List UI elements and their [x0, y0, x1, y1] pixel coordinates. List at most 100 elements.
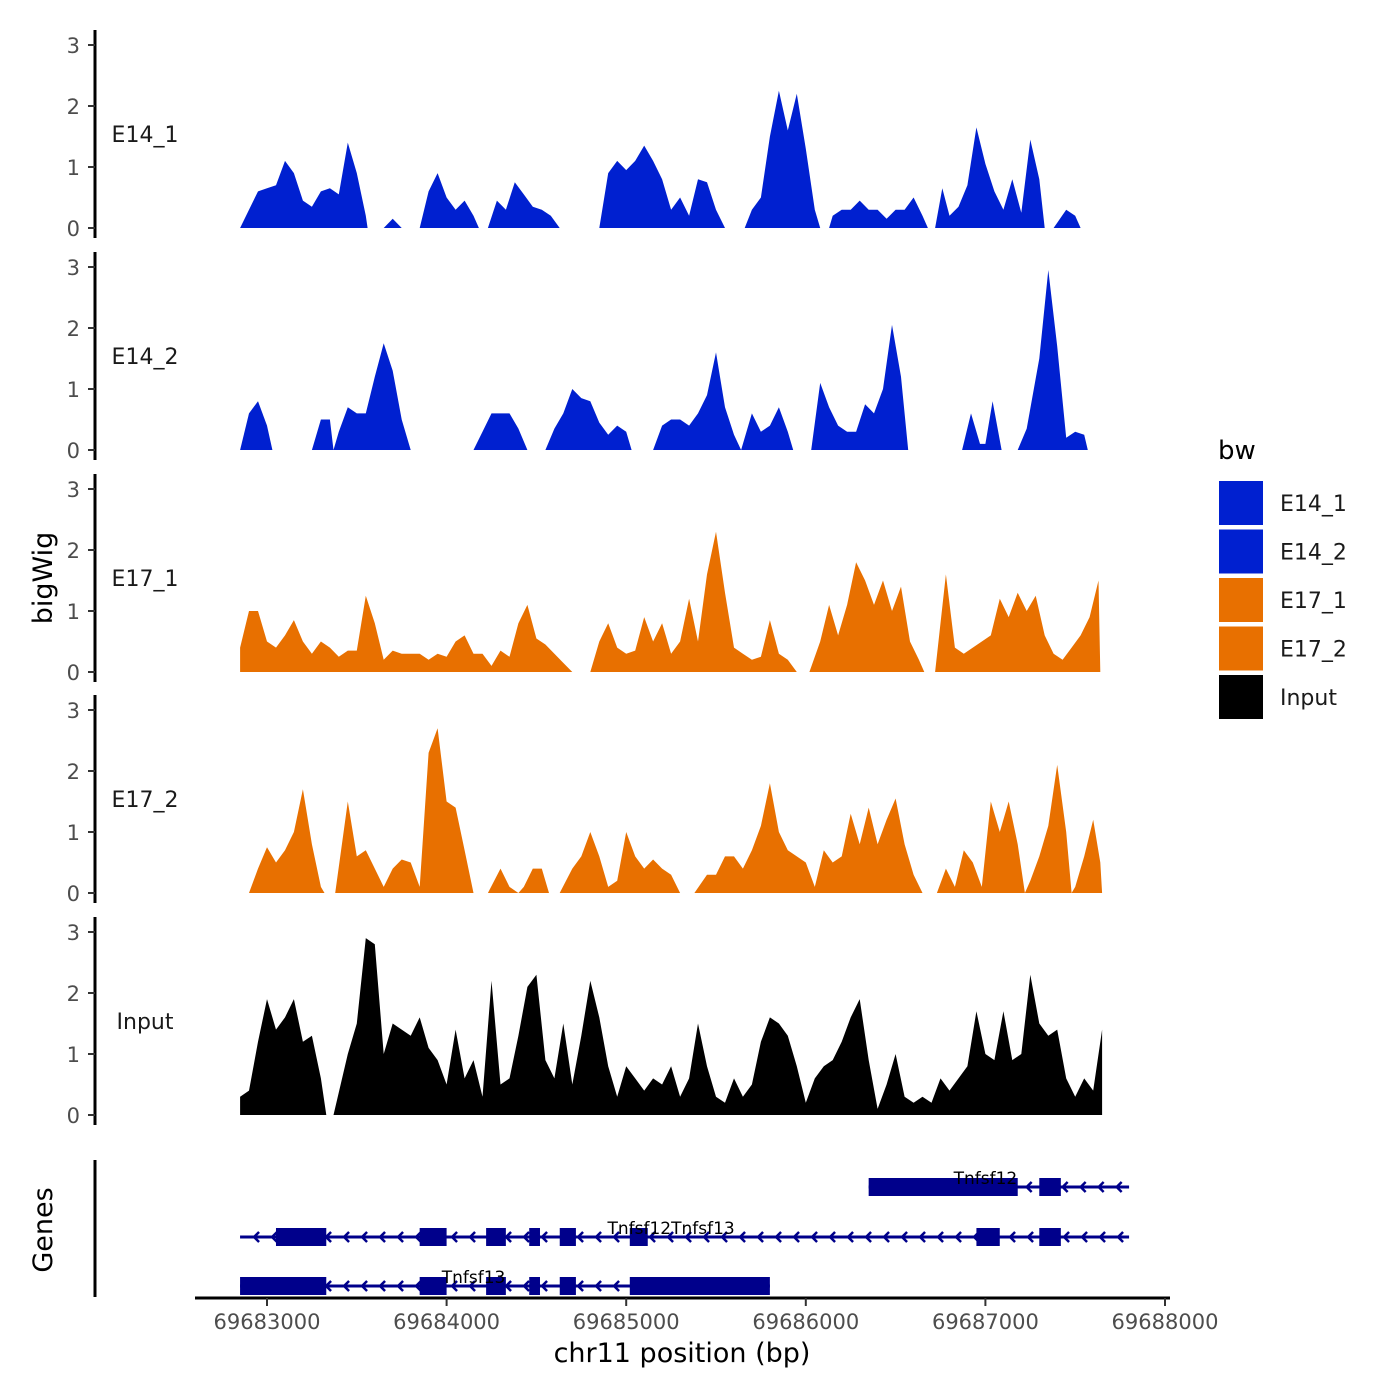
- strand-arrow: [648, 1231, 656, 1243]
- exon-block: [868, 1178, 1018, 1196]
- strand-arrow: [738, 1231, 746, 1243]
- exon-block: [629, 1277, 770, 1295]
- y-tick-label: 1: [67, 821, 80, 845]
- strand-arrow: [342, 1231, 350, 1243]
- coverage-area: [473, 413, 528, 450]
- legend-label: E17_2: [1280, 638, 1347, 663]
- coverage-area: [1017, 270, 1088, 450]
- coverage-area: [599, 145, 725, 228]
- strand-arrow: [900, 1231, 908, 1243]
- strand-arrow: [918, 1231, 926, 1243]
- exon-block: [976, 1228, 1000, 1246]
- coverage-area: [811, 324, 909, 450]
- strand-arrow: [396, 1231, 404, 1243]
- coverage-area: [744, 90, 821, 228]
- strand-arrow: [774, 1231, 782, 1243]
- strand-arrow: [396, 1280, 404, 1292]
- strand-arrow: [468, 1280, 476, 1292]
- legend-entry: E14_2: [1217, 527, 1347, 576]
- coverage-area: [936, 764, 1103, 893]
- y-tick-label: 3: [67, 921, 80, 945]
- exon-block: [1039, 1178, 1061, 1196]
- strand-arrow: [1116, 1231, 1124, 1243]
- legend-swatch: [1217, 576, 1265, 624]
- coverage-area: [1053, 209, 1081, 228]
- legend-entry: E17_2: [1217, 624, 1347, 673]
- strand-arrow: [828, 1231, 836, 1243]
- x-tick-label: 69688000: [1112, 1310, 1219, 1334]
- track-e17-1: 0 1 2 3 E17_1: [67, 474, 1101, 685]
- exon-block: [419, 1228, 447, 1246]
- strand-arrow: [936, 1231, 944, 1243]
- legend: bw E14_1 E14_2 E17_1 E17_2 Input: [1217, 436, 1347, 721]
- coverage-area: [333, 938, 1103, 1115]
- strand-arrow: [792, 1231, 800, 1243]
- legend-entry: Input: [1217, 673, 1337, 721]
- strand-arrow: [864, 1231, 872, 1243]
- y-tick-label: 0: [67, 661, 80, 685]
- exon-block: [240, 1277, 327, 1295]
- y-tick-label: 1: [67, 378, 80, 402]
- coverage-area: [545, 389, 632, 450]
- legend-entry: E14_1: [1217, 479, 1347, 527]
- strand-arrow: [1008, 1231, 1016, 1243]
- strand-arrow: [1024, 1181, 1033, 1193]
- strand-arrow: [1026, 1231, 1034, 1243]
- coverage-area: [249, 789, 325, 893]
- exon-block: [629, 1228, 648, 1246]
- coverage-area: [240, 999, 327, 1115]
- legend-entry: E17_1: [1217, 576, 1347, 624]
- exon-block: [559, 1228, 576, 1246]
- strand-arrow: [684, 1231, 692, 1243]
- legend-label: E14_1: [1280, 492, 1347, 517]
- exon-block: [275, 1228, 327, 1246]
- track-label: E14_1: [112, 123, 179, 148]
- gene-tnfsf12: Tnfsf12: [868, 1169, 1130, 1196]
- y-tick-label: 3: [67, 699, 80, 723]
- y-tick-label: 3: [67, 256, 80, 280]
- strand-arrow: [1078, 1181, 1087, 1193]
- legend-swatch: [1217, 624, 1265, 673]
- coverage-area: [240, 142, 368, 228]
- exon-block: [529, 1277, 540, 1295]
- strand-arrow: [594, 1280, 602, 1292]
- legend-swatch: [1217, 673, 1265, 721]
- strand-arrow: [360, 1231, 368, 1243]
- coverage-area: [653, 352, 794, 450]
- strand-arrow: [378, 1280, 386, 1292]
- strand-arrow: [954, 1231, 962, 1243]
- exon-block: [486, 1277, 506, 1295]
- coverage-area: [935, 574, 1101, 672]
- y-tick-label: 1: [67, 156, 80, 180]
- y-tick-label: 1: [67, 1043, 80, 1067]
- y-tick-label: 3: [67, 478, 80, 502]
- coverage-area: [419, 173, 479, 228]
- y-tick-label: 2: [67, 982, 80, 1006]
- legend-label: E17_1: [1280, 589, 1347, 614]
- coverage-area: [829, 197, 928, 228]
- x-axis-title: chr11 position (bp): [554, 1338, 811, 1369]
- strand-arrow: [378, 1231, 386, 1243]
- coverage-area: [311, 343, 411, 450]
- track-e17-2: 0 1 2 3 E17_2: [67, 695, 1103, 906]
- strand-arrow: [522, 1280, 530, 1292]
- strand-arrow: [468, 1231, 476, 1243]
- x-tick-label: 69683000: [214, 1310, 321, 1334]
- track-e14-1: 0 1 2 3 E14_1: [67, 30, 1081, 241]
- strand-arrow: [594, 1231, 602, 1243]
- strand-arrow: [576, 1280, 584, 1292]
- strand-arrow: [270, 1231, 278, 1243]
- coverage-area: [694, 783, 923, 893]
- strand-arrow: [612, 1280, 620, 1292]
- legend-label: E14_2: [1280, 541, 1347, 566]
- x-tick-label: 69684000: [393, 1310, 500, 1334]
- strand-arrow: [1060, 1181, 1069, 1193]
- coverage-area: [240, 595, 573, 672]
- coverage-area: [335, 728, 474, 893]
- y-tick-label: 2: [67, 539, 80, 563]
- strand-arrow: [450, 1231, 458, 1243]
- coverage-area: [590, 531, 797, 672]
- gene-label: Tnfsf12: [953, 1169, 1018, 1189]
- y-tick-label: 3: [67, 34, 80, 58]
